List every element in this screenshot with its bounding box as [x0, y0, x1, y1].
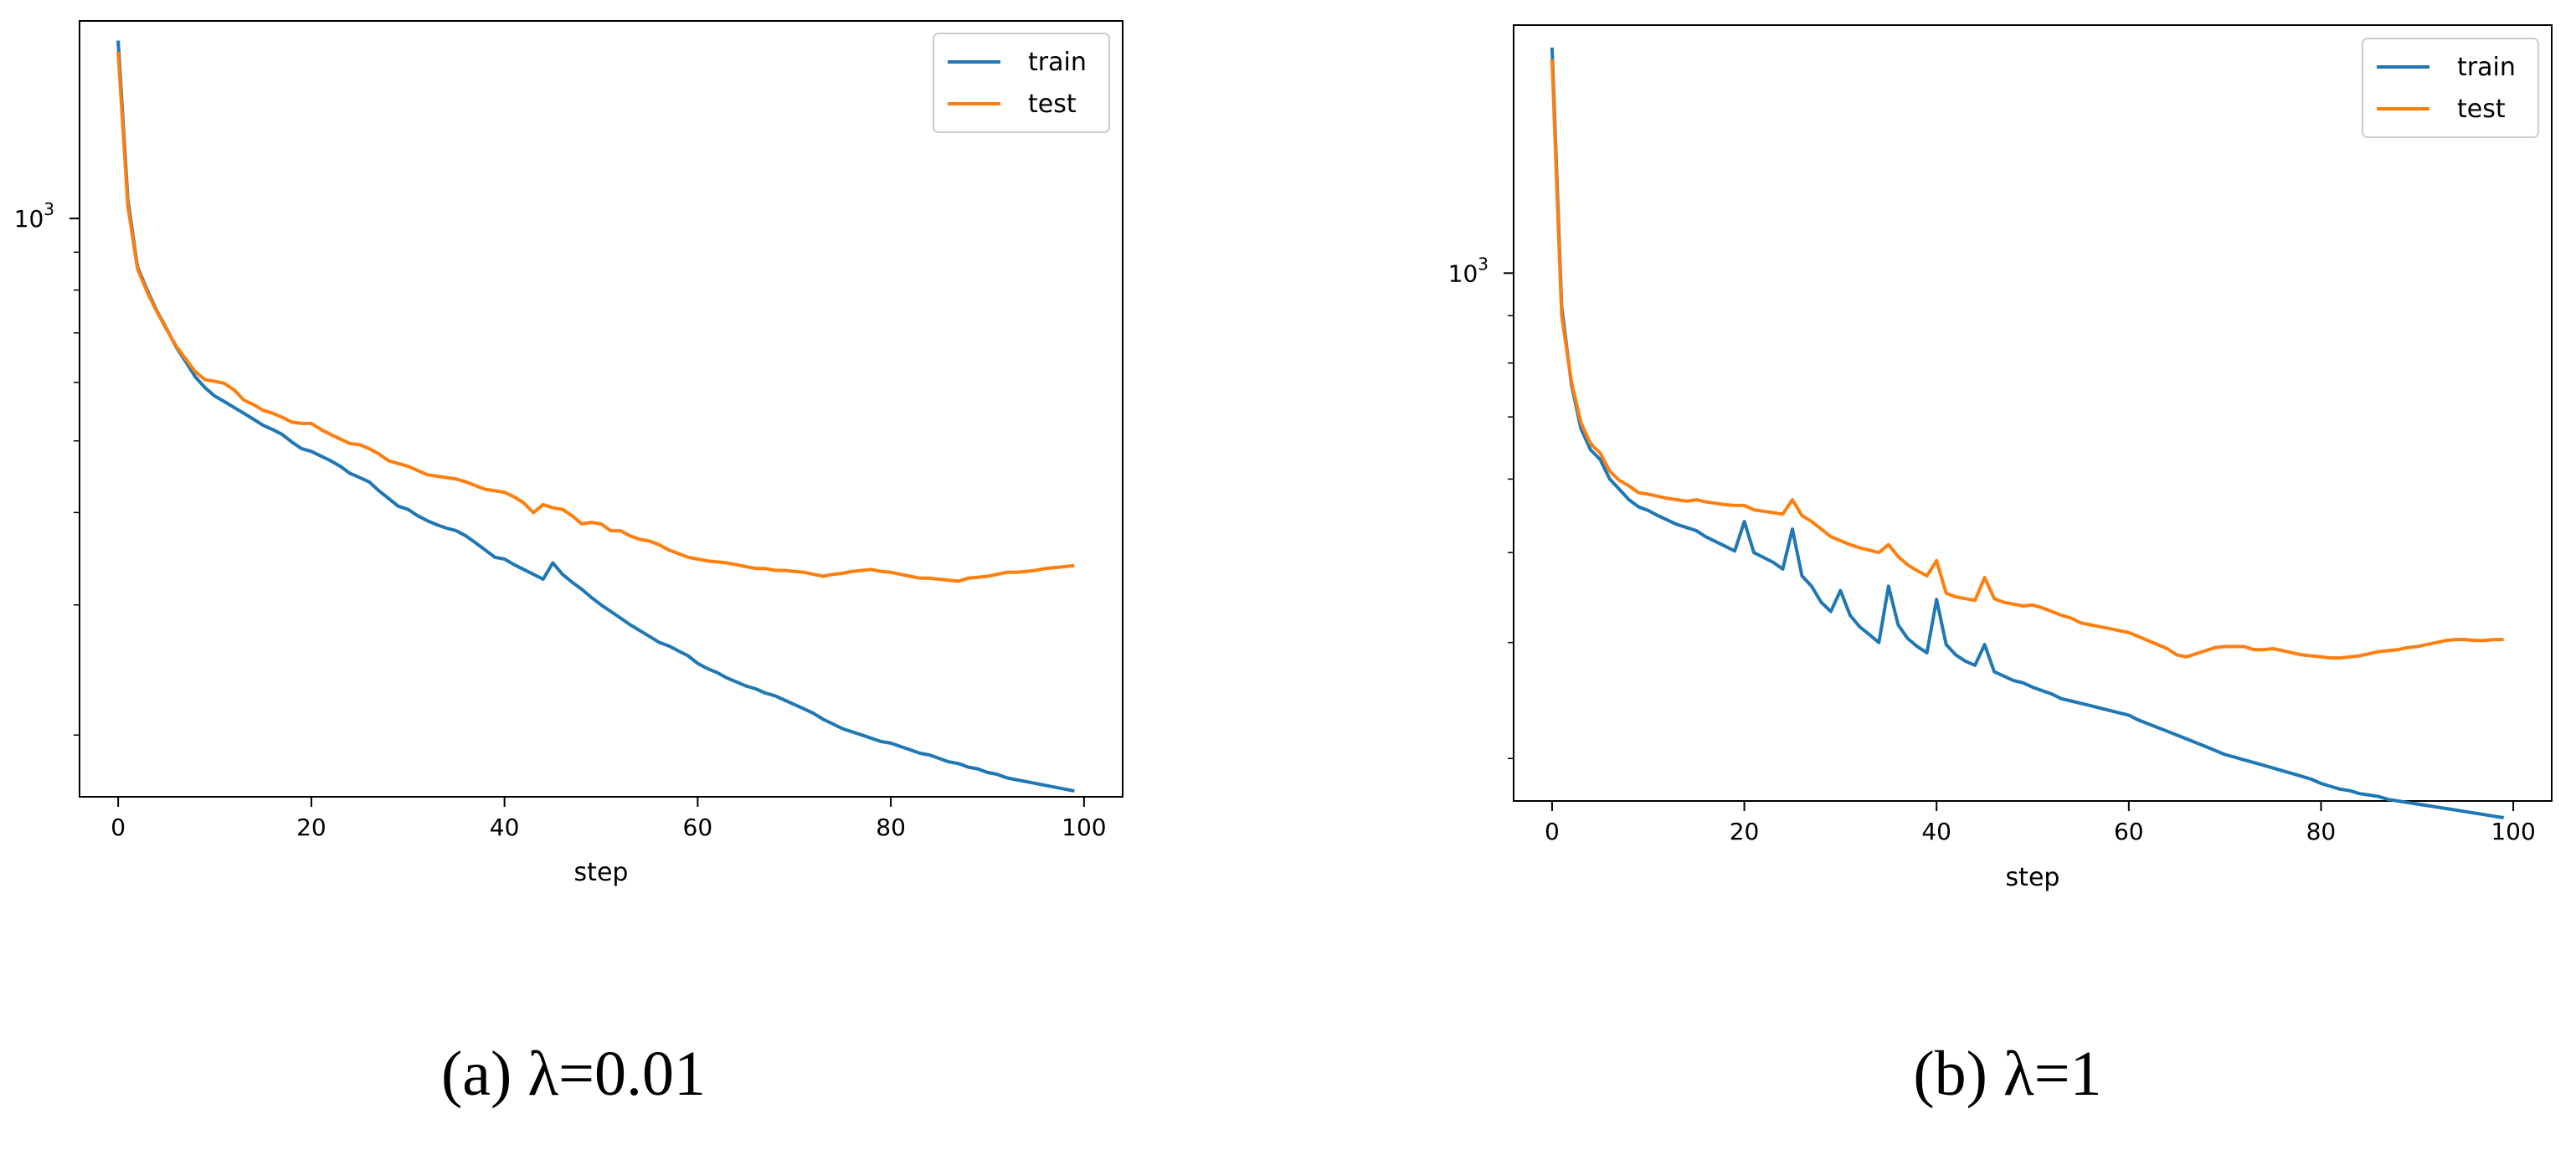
- x-tick-label: 20: [296, 814, 326, 841]
- y-axis-ticks: 103: [1448, 254, 1514, 760]
- x-tick-label: 20: [1730, 818, 1760, 845]
- caption-b: (b) λ=1: [1913, 1039, 2101, 1109]
- legend: train test: [933, 33, 1110, 133]
- legend-box: [2362, 38, 2539, 138]
- legend-train-label: train: [1028, 48, 1087, 77]
- legend-train-label: train: [2457, 53, 2516, 82]
- y-tick-label: 103: [14, 199, 54, 233]
- x-axis-label: step: [2006, 863, 2060, 892]
- x-tick-label: 100: [2491, 818, 2535, 845]
- legend: train test: [2362, 38, 2539, 138]
- x-tick-label: 80: [876, 814, 906, 841]
- x-tick-label: 40: [490, 814, 520, 841]
- chart-panel-a: 0 20 40 60 80 100 103 step train test (a) λ=0…: [14, 20, 1123, 1109]
- y-tick-label: 103: [1448, 254, 1489, 287]
- legend-test-label: test: [2457, 95, 2506, 124]
- x-axis-ticks: 0 20 40 60 80 100: [111, 797, 1107, 841]
- x-tick-label: 0: [1545, 818, 1560, 845]
- x-axis-ticks: 0 20 40 60 80 100: [1545, 801, 2536, 845]
- series-line-test: [1550, 59, 2504, 660]
- legend-test-label: test: [1028, 90, 1077, 119]
- series-line-train: [1550, 47, 2504, 819]
- plot-frame: [1513, 24, 2553, 802]
- x-tick-label: 40: [1921, 818, 1951, 845]
- plot-frame: [79, 20, 1123, 798]
- legend-box: [933, 33, 1110, 133]
- y-axis-ticks: 103: [14, 199, 80, 736]
- x-tick-label: 0: [111, 814, 126, 841]
- chart-panel-b: 0 20 40 60 80 100 103 step train test (b) λ=1: [1448, 24, 2553, 1109]
- x-tick-label: 60: [2114, 818, 2144, 845]
- x-tick-label: 60: [683, 814, 713, 841]
- series-line-test: [116, 51, 1075, 583]
- caption-a: (a) λ=0.01: [441, 1039, 706, 1109]
- series-lines: [1550, 47, 2504, 819]
- series-lines: [116, 40, 1075, 793]
- x-tick-label: 80: [2306, 818, 2337, 845]
- x-tick-label: 100: [1062, 814, 1106, 841]
- x-axis-label: step: [574, 858, 629, 887]
- series-line-train: [116, 40, 1075, 793]
